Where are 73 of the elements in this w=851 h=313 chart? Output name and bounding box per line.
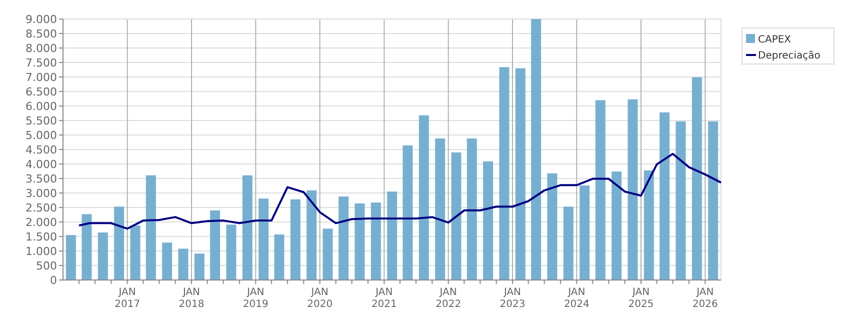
y-tick-label: 7.000 <box>26 70 57 84</box>
bar <box>708 121 718 280</box>
y-tick-label: 2.500 <box>26 201 57 214</box>
x-tick-label: JAN 2020 <box>307 287 333 310</box>
bar <box>451 152 462 280</box>
bar <box>82 214 92 280</box>
bar <box>242 175 252 280</box>
bar <box>306 190 317 280</box>
x-tick-label: JAN 2026 <box>692 287 718 310</box>
bar <box>563 206 574 280</box>
bar <box>595 100 606 280</box>
x-tick-label: JAN 2019 <box>242 287 268 310</box>
bar <box>515 68 526 280</box>
bar <box>226 224 236 280</box>
bar <box>435 138 446 280</box>
x-tick-label: JAN 2024 <box>564 287 590 310</box>
bar <box>178 248 188 280</box>
y-tick-label: 9.000 <box>26 12 57 26</box>
bar <box>499 67 510 280</box>
bar <box>258 198 269 280</box>
y-tick-label: 0 <box>50 274 57 287</box>
y-tick-label: 5.000 <box>26 128 57 142</box>
y-tick-label: 1.000 <box>26 244 57 258</box>
bar <box>531 19 542 280</box>
bar <box>612 172 622 280</box>
bar <box>676 121 686 280</box>
y-tick-label: 4.000 <box>26 158 57 171</box>
bar <box>466 138 477 280</box>
y-tick-label: 3.000 <box>26 186 57 200</box>
bar <box>146 175 156 280</box>
x-tick-label: JAN 2023 <box>500 287 526 310</box>
y-tick-label: 6.500 <box>26 85 57 98</box>
bar <box>628 99 638 280</box>
x-tick-label: JAN 2025 <box>628 287 654 310</box>
x-tick-label: JAN 2022 <box>436 287 462 310</box>
bar <box>130 225 140 280</box>
y-tick-label: 3.500 <box>26 172 57 186</box>
bar <box>338 196 349 280</box>
bar <box>354 203 365 280</box>
legend-label: Depreciação <box>758 50 820 62</box>
bar <box>418 115 429 280</box>
bar <box>370 202 381 280</box>
bar <box>580 185 590 280</box>
y-tick-label: 1.500 <box>26 230 57 244</box>
bar <box>387 192 398 280</box>
y-tick-label: 7.500 <box>26 56 57 70</box>
bar <box>660 112 670 280</box>
x-tick-label: JAN 2017 <box>114 287 140 310</box>
y-tick-label: 6.000 <box>26 100 57 113</box>
bar <box>162 242 172 280</box>
y-tick-label: 4.500 <box>26 143 57 156</box>
bar <box>194 254 204 280</box>
bar <box>322 228 333 280</box>
bar <box>644 170 654 280</box>
bar <box>692 77 702 280</box>
bar <box>547 173 558 280</box>
x-tick-label: JAN 2018 <box>178 287 204 310</box>
y-tick-label: 2.000 <box>26 216 57 229</box>
bar <box>66 235 76 280</box>
bar <box>274 234 284 280</box>
y-tick-label: 8.000 <box>26 42 57 55</box>
y-tick-label: 8.500 <box>26 27 57 40</box>
x-tick-label: JAN 2021 <box>371 287 397 310</box>
line-series <box>78 152 722 230</box>
legend-label: CAPEX <box>758 34 792 46</box>
bar <box>210 210 220 280</box>
bar <box>402 145 413 280</box>
bar <box>483 161 494 280</box>
bar <box>98 232 108 280</box>
y-tick-label: 5.500 <box>26 114 57 128</box>
bar <box>114 206 124 280</box>
y-tick-label: 500 <box>36 259 57 272</box>
bar <box>290 199 300 280</box>
